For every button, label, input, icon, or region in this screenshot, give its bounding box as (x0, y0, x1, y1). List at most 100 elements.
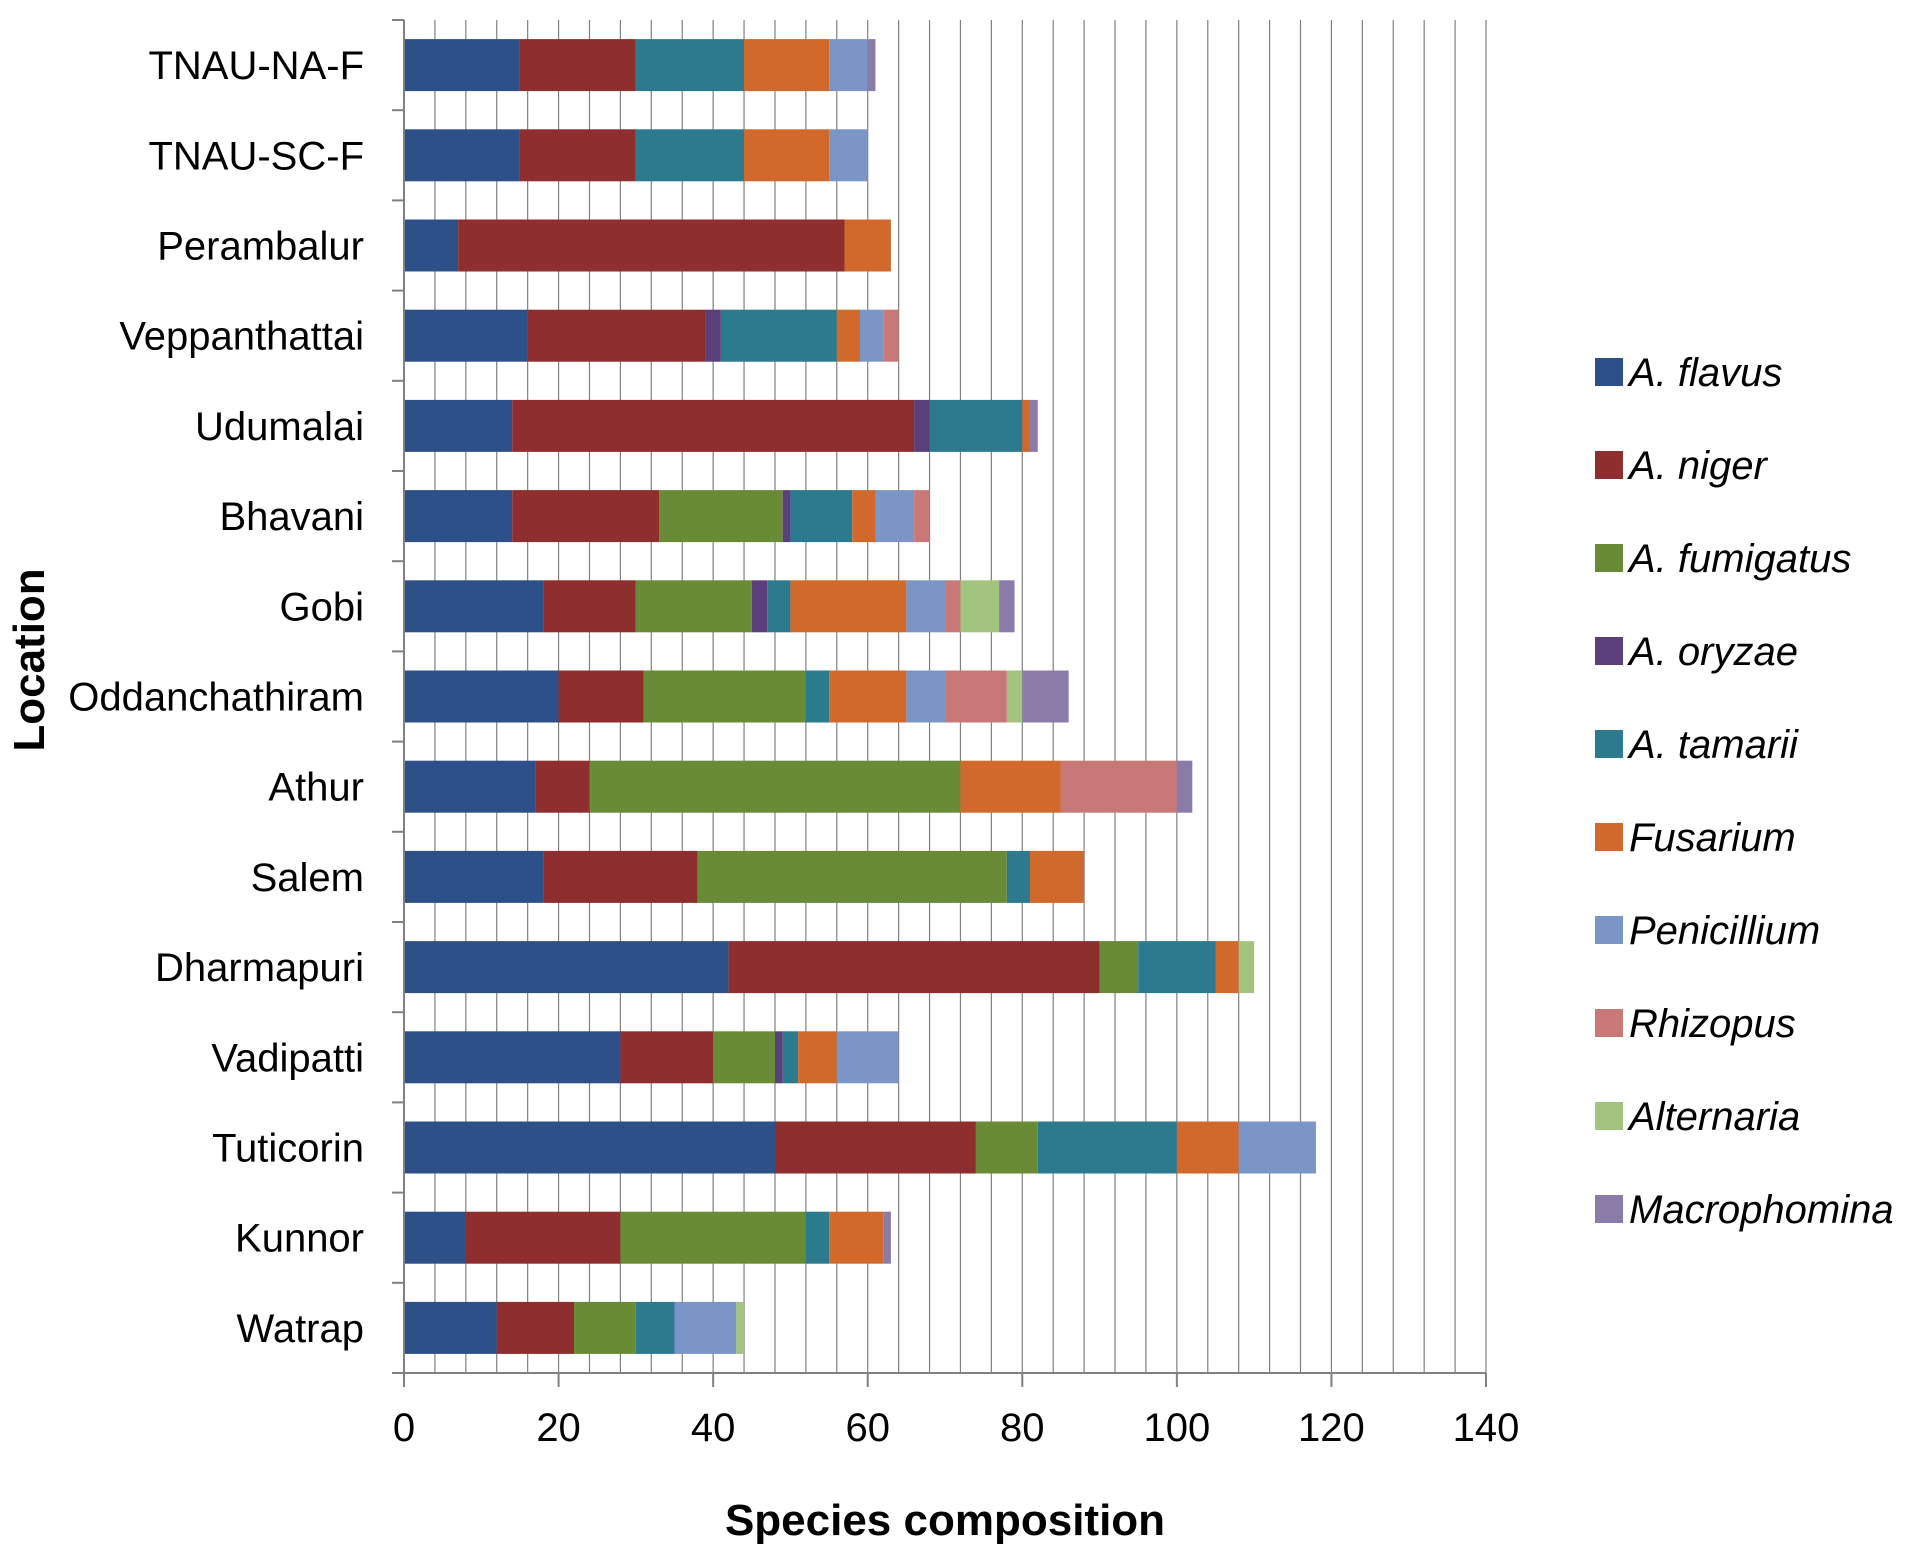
bar-segment (519, 129, 636, 182)
bar-segment (906, 580, 945, 633)
bar-segment (829, 39, 868, 92)
legend-swatch (1595, 916, 1623, 944)
category-label: Salem (251, 856, 364, 900)
x-tick-label: 0 (393, 1406, 415, 1450)
bar-segment (883, 1211, 891, 1264)
category-label: Perambalur (157, 225, 364, 269)
bar-segment (782, 1031, 799, 1084)
bar-segment (945, 670, 1007, 723)
x-tick-label: 140 (1453, 1406, 1520, 1450)
x-tick-label: 60 (845, 1406, 890, 1450)
legend-swatch (1595, 823, 1623, 851)
bar-segment (404, 1211, 466, 1264)
bar-segment (659, 490, 783, 543)
bar-segment (1037, 1121, 1177, 1174)
bar-segment (1030, 850, 1085, 903)
bar-segment (404, 850, 544, 903)
bar-segment (643, 670, 806, 723)
bar-segment (774, 1121, 976, 1174)
bar-segment (404, 941, 729, 994)
bar-segment (829, 1211, 884, 1264)
bar-segment (805, 1211, 830, 1264)
category-label: TNAU-NA-F (148, 44, 364, 88)
x-axis-title: Species composition (725, 1496, 1165, 1545)
bar-segment (975, 1121, 1038, 1174)
category-label: Bhavani (219, 495, 364, 539)
bar-segment (875, 490, 915, 543)
legend-label: A. flavus (1627, 351, 1782, 395)
category-label: Oddanchathiram (68, 676, 364, 720)
legend-label: Macrophomina (1629, 1188, 1894, 1232)
bar-segment (404, 760, 536, 813)
x-tick-label: 120 (1298, 1406, 1365, 1450)
bar-segment (404, 1031, 621, 1084)
bar-segment (1176, 760, 1193, 813)
bar-segment (883, 309, 899, 362)
legend-swatch (1595, 1009, 1623, 1037)
bar-segment (836, 309, 860, 362)
category-label: Gobi (280, 585, 365, 629)
bar-segment (404, 219, 459, 272)
bar-segment (728, 941, 1100, 994)
bar-segment (404, 129, 520, 182)
bar-segment (620, 1031, 714, 1084)
bar-segment (1022, 670, 1069, 723)
x-tick-label: 40 (691, 1406, 736, 1450)
bar-segment (512, 490, 660, 543)
legend-swatch (1595, 1102, 1623, 1130)
bar-segment (767, 580, 791, 633)
y-axis-title: Location (5, 568, 54, 751)
legend-label: A. niger (1627, 444, 1769, 488)
bar-segment (635, 39, 745, 92)
bar-segment (519, 39, 636, 92)
bar-segment (790, 580, 907, 633)
legend-label: Fusarium (1629, 816, 1796, 860)
bar-segment (404, 580, 544, 633)
category-label: Vadipatti (211, 1036, 364, 1080)
bar-segment (1238, 1121, 1316, 1174)
bar-segment (1006, 670, 1023, 723)
bar-segment (705, 309, 721, 362)
category-label: Dharmapuri (155, 946, 364, 990)
bar-segment (496, 1301, 575, 1354)
bar-segment (635, 129, 745, 182)
bar-segment (404, 399, 513, 452)
bar-segment (1238, 941, 1255, 994)
bars (404, 39, 1316, 1354)
legend: A. flavus A. niger A. fumigatus A. oryzae A.… (1595, 351, 1894, 1232)
x-tick-label: 100 (1143, 1406, 1210, 1450)
bar-segment (867, 39, 876, 92)
legend-label: A. oryzae (1627, 630, 1798, 674)
bar-segment (558, 670, 644, 723)
bar-segment (465, 1211, 621, 1264)
bar-segment (404, 309, 528, 362)
bar-segment (945, 580, 961, 633)
legend-swatch (1595, 451, 1623, 479)
bar-segment (1215, 941, 1239, 994)
bar-segment (798, 1031, 837, 1084)
bar-segment (782, 490, 791, 543)
bar-segment (805, 670, 830, 723)
bar-segment (674, 1301, 737, 1354)
legend-swatch (1595, 358, 1623, 386)
bar-segment (1138, 941, 1216, 994)
bar-segment (736, 1301, 745, 1354)
legend-label: A. fumigatus (1627, 537, 1851, 581)
bar-segment (929, 399, 1023, 452)
category-label: Athur (268, 766, 364, 810)
legend-swatch (1595, 730, 1623, 758)
legend-label: Alternaria (1627, 1095, 1800, 1139)
bar-segment (774, 1031, 783, 1084)
bar-segment (697, 850, 1007, 903)
axes (392, 19, 1487, 1387)
bar-segment (404, 39, 520, 92)
category-label: Tuticorin (212, 1127, 364, 1171)
bar-segment (906, 670, 945, 723)
bar-segment (751, 580, 768, 633)
bar-segment (404, 670, 559, 723)
legend-label: Penicillium (1629, 909, 1820, 953)
bar-segment (1060, 760, 1177, 813)
legend-label: Rhizopus (1629, 1002, 1796, 1046)
bar-segment (852, 490, 876, 543)
